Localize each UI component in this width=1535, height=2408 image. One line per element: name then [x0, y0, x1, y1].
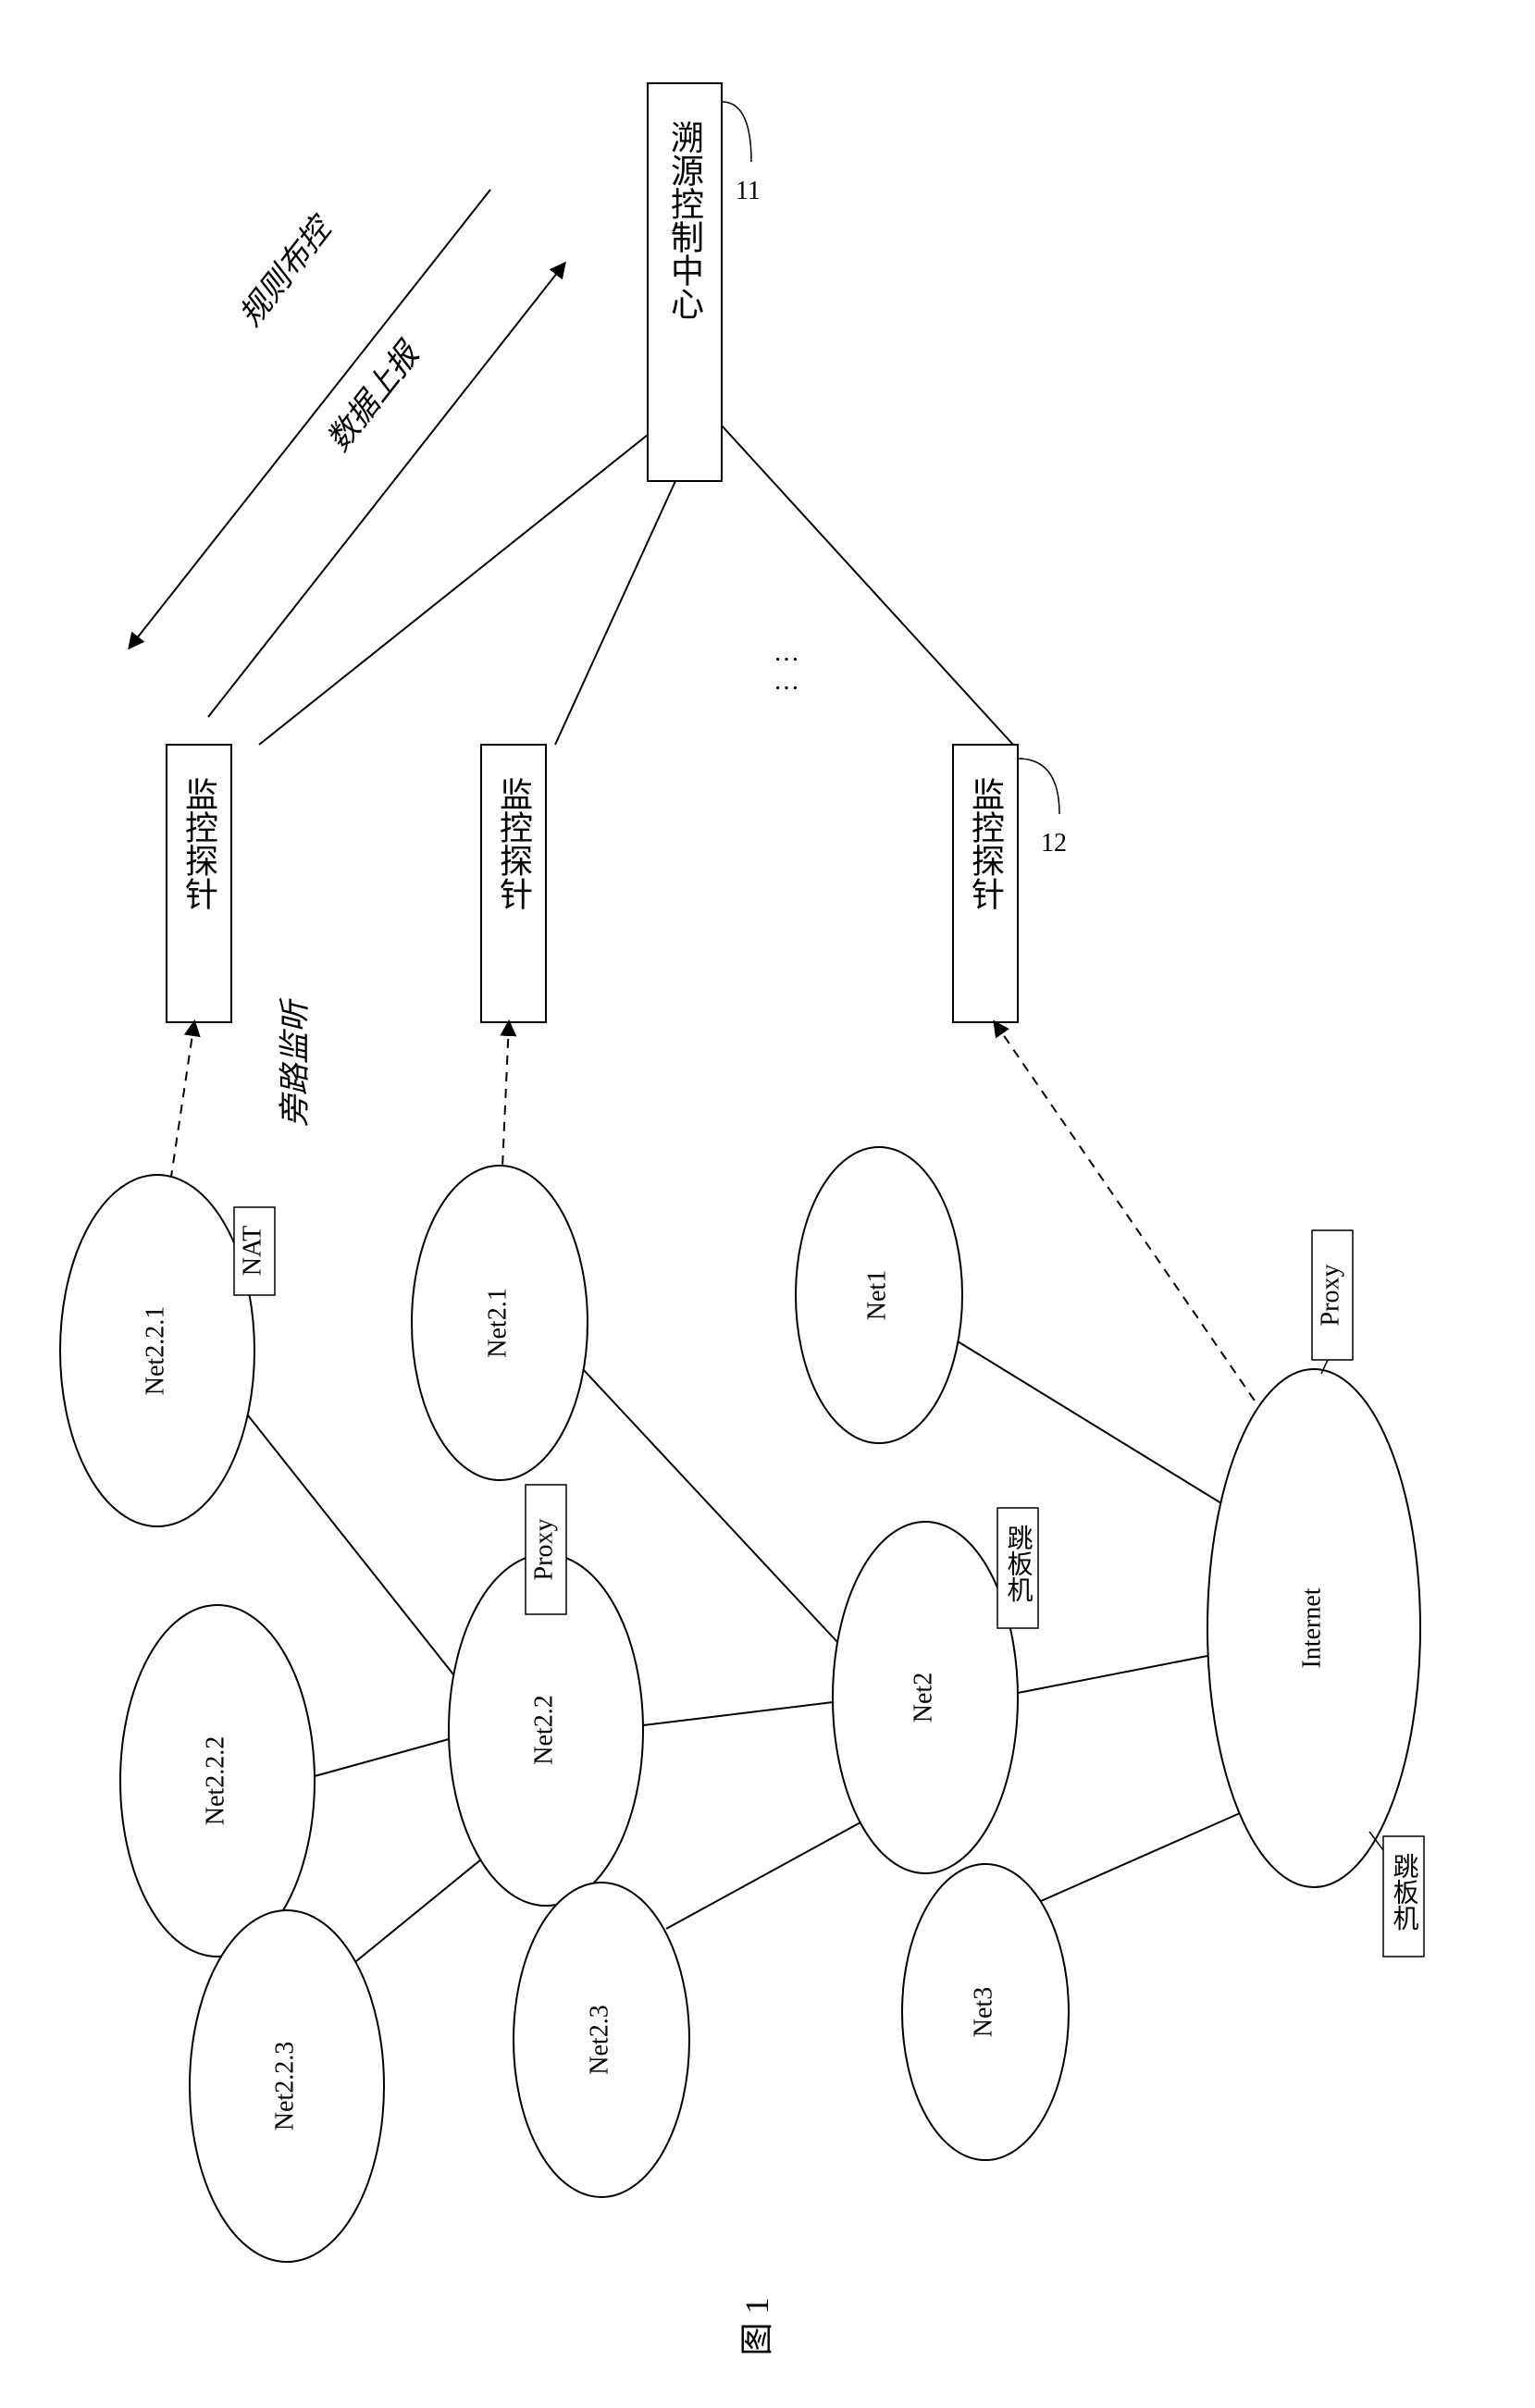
- ref-curve-12: [1018, 759, 1059, 814]
- edge-2-internet: [1018, 1656, 1207, 1693]
- edge-23-2: [666, 1822, 860, 1929]
- label-bypass-listen: 旁路监听: [279, 997, 313, 1127]
- probe3-label: 监控探针: [967, 777, 1004, 910]
- proxy-outer-label: Proxy: [1316, 1265, 1344, 1327]
- control-center-label: 溯源控制中心: [666, 120, 703, 320]
- ref-curve-11: [722, 102, 751, 162]
- label-net22: Net2.2: [529, 1695, 558, 1764]
- arrow-data-report: [208, 264, 564, 717]
- label-internet: Internet: [1297, 1587, 1326, 1668]
- edge-3-internet: [1041, 1813, 1240, 1901]
- label-net23: Net2.3: [585, 2005, 613, 2074]
- dots: ……: [773, 638, 801, 696]
- ref-11: 11: [736, 177, 761, 205]
- proxy-inner-label: Proxy: [529, 1519, 558, 1581]
- edge-222-22: [315, 1739, 449, 1776]
- edge-1-internet: [958, 1341, 1221, 1503]
- edge-221-22: [248, 1415, 453, 1674]
- ref-12: 12: [1041, 829, 1067, 858]
- edge-center-probe2: [555, 481, 675, 745]
- dashed-probe1: [171, 1022, 194, 1177]
- edge-223-22: [356, 1859, 481, 1961]
- edge-22-2: [643, 1702, 833, 1725]
- probe1-label: 监控探针: [180, 777, 217, 910]
- label-net222: Net2.2.2: [201, 1736, 229, 1825]
- label-rule-deploy: 规则布控: [233, 209, 340, 333]
- dashed-probe3: [995, 1022, 1258, 1406]
- label-net223: Net2.2.3: [270, 2042, 299, 2130]
- label-data-report: 数据上报: [321, 335, 427, 458]
- label-net221: Net2.2.1: [141, 1306, 169, 1395]
- nat-label: NAT: [238, 1226, 266, 1276]
- edge-center-probe3: [722, 426, 1013, 745]
- jump-outer-label: 跳板机: [1390, 1853, 1419, 1931]
- probe2-label: 监控探针: [495, 777, 532, 910]
- edge-center-probe1: [259, 435, 648, 745]
- figure-caption: 图 1: [738, 2297, 775, 2355]
- jump-inner-label: 跳板机: [1004, 1525, 1034, 1602]
- edge-21-2: [583, 1369, 837, 1642]
- label-net1: Net1: [862, 1270, 891, 1320]
- label-net3: Net3: [969, 1987, 997, 2037]
- label-net21: Net2.1: [483, 1288, 512, 1357]
- label-net2: Net2: [909, 1673, 937, 1723]
- dashed-probe2: [502, 1022, 509, 1167]
